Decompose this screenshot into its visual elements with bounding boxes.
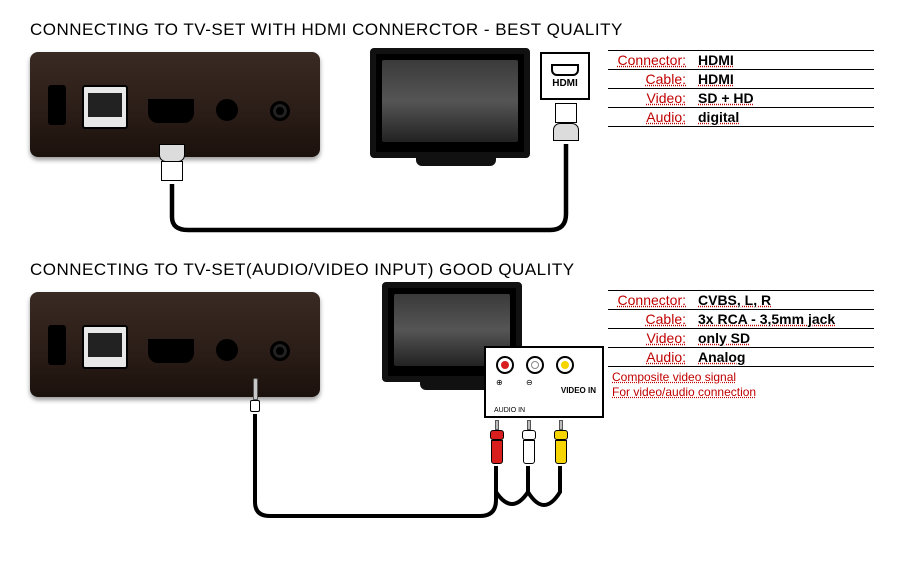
av-port-icon [216,339,238,361]
ethernet-port-icon [82,325,128,369]
video-in-label: VIDEO IN [561,386,596,395]
dc-port-icon [270,341,290,361]
hdmi-label: HDMI [552,78,578,89]
table-row: Audio:digital [608,108,874,127]
hdmi-plug-wall-icon [552,104,580,144]
video-in-panel: ⊕ ⊖ VIDEO IN AUDIO IN [484,346,604,418]
hdmi-spec-table: Connector:HDMI Cable:HDMI Video:SD + HD … [608,50,874,127]
audio-jack-icon [250,378,260,414]
rca-red-socket-icon [496,356,514,374]
table-row: Connector:HDMI [608,51,874,70]
usb-port-icon [48,325,66,365]
hdmi-port-icon [148,339,194,363]
table-row: Cable:3x RCA - 3,5mm jack [608,310,874,329]
tv-icon [370,48,530,158]
footnote: Composite video signal For video/audio c… [612,370,756,400]
dc-port-icon [270,101,290,121]
table-row: Cable:HDMI [608,70,874,89]
rca-plug-white-icon [522,420,536,464]
av-spec-table: Connector:CVBS, L, R Cable:3x RCA - 3,5m… [608,290,874,367]
table-row: Audio:Analog [608,348,874,367]
rca-yellow-socket-icon [556,356,574,374]
settop-box [30,292,320,397]
rca-white-socket-icon [526,356,544,374]
ethernet-port-icon [82,85,128,129]
av-port-icon [216,99,238,121]
hdmi-plug-device-icon [158,144,186,184]
hdmi-socket-icon [551,64,579,76]
settop-box [30,52,320,157]
section-av: CONNECTING TO TV-SET(AUDIO/VIDEO INPUT) … [30,260,889,560]
usb-port-icon [48,85,66,125]
section-av-title: CONNECTING TO TV-SET(AUDIO/VIDEO INPUT) … [30,260,889,280]
hdmi-port-icon [148,99,194,123]
audio-in-label: AUDIO IN [494,407,525,414]
rca-plug-yellow-icon [554,420,568,464]
table-row: Connector:CVBS, L, R [608,291,874,310]
rca-plug-red-icon [490,420,504,464]
hdmi-wall-port: HDMI [540,52,590,100]
table-row: Video:only SD [608,329,874,348]
section-hdmi: CONNECTING TO TV-SET WITH HDMI CONNERCTO… [30,20,889,250]
table-row: Video:SD + HD [608,89,874,108]
section-hdmi-title: CONNECTING TO TV-SET WITH HDMI CONNERCTO… [30,20,889,40]
